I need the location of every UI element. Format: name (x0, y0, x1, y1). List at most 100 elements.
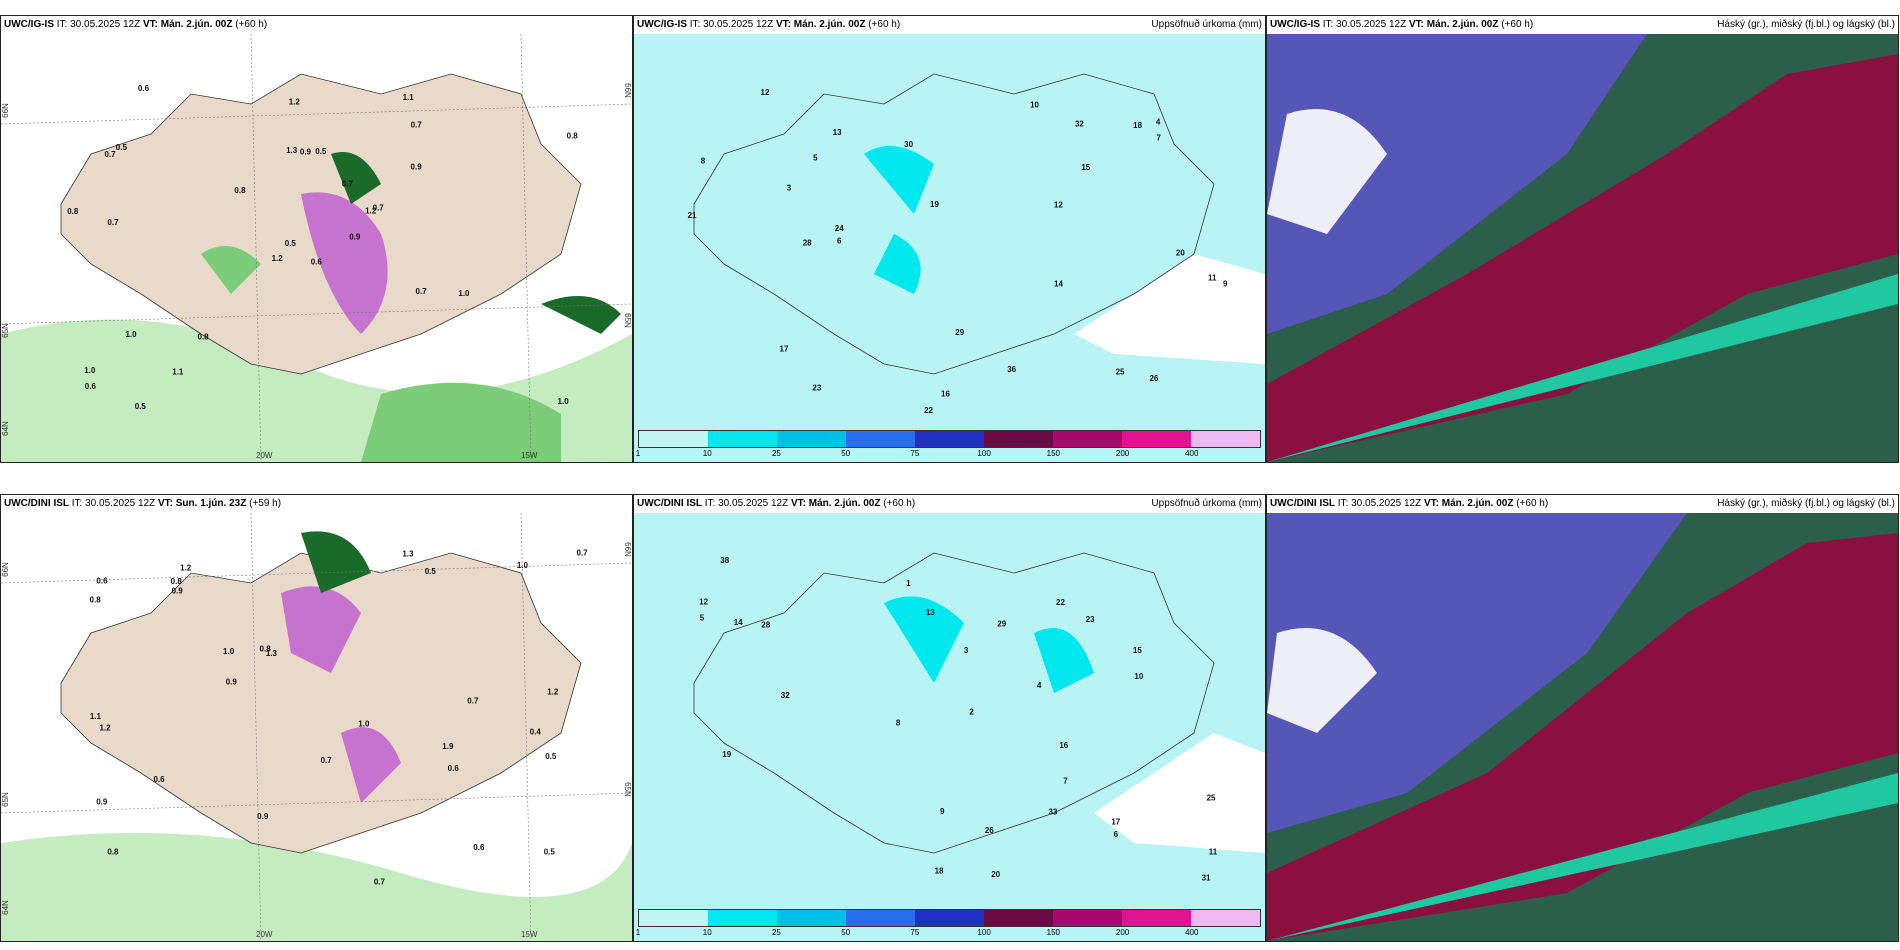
colorbar-swatches (638, 909, 1261, 927)
value-label: 9 (1223, 280, 1228, 289)
colorbar-segment (846, 910, 915, 926)
lat-label: 64N (0, 421, 10, 436)
value-label: 1 (906, 579, 911, 588)
value-label: 0.8 (260, 645, 272, 654)
value-label: 0.9 (226, 678, 238, 687)
value-label: 0.6 (153, 775, 165, 784)
colorbar-tick-label: 10 (702, 928, 712, 937)
value-label: 23 (1086, 615, 1095, 624)
colorbar-segment (1191, 910, 1260, 926)
panel-title: Háský (gr.), miðský (fj.bl.) og lágský (… (1717, 19, 1895, 30)
colorbar-tick-label: 400 (1185, 449, 1199, 458)
value-label: 19 (722, 750, 731, 759)
value-label: 0.7 (416, 287, 428, 296)
colorbar-tick-label: 150 (1046, 928, 1061, 937)
value-label: 23 (812, 384, 821, 393)
panel-header: UWC/DINI ISL IT: 30.05.2025 12Z VT: Sun.… (1, 495, 632, 513)
panel-ig-is-wind: UWC/IG-IS IT: 30.05.2025 12Z VT: Mán. 2.… (0, 15, 633, 463)
map-accumulated-precip: 8 5 12 16 18 22 14 6 4 9 11 13 15 17 21 23 24 30 26 36 25 20 1… (634, 34, 1265, 462)
value-label: 0.8 (197, 333, 209, 342)
panel-dini-precip: UWC/DINI ISL IT: 30.05.2025 12Z VT: Mán.… (633, 494, 1266, 942)
value-label: 1.0 (517, 561, 529, 570)
map-wind-precip: 0.6 0.7 0.5 1.0 1.2 0.8 1.1 0.5 0.7 0.9 0.6 1.0 0.7 0… (1, 34, 632, 462)
value-label: 0.8 (234, 186, 246, 195)
value-label: 18 (935, 867, 944, 876)
value-label: 13 (833, 128, 842, 137)
value-label: 0.9 (411, 162, 423, 171)
colorbar-segment (846, 431, 915, 447)
colorbar-segment (777, 910, 846, 926)
colorbar-segment (984, 431, 1053, 447)
value-label: 1.0 (358, 720, 370, 729)
value-label: 0.5 (135, 402, 147, 411)
panel-ig-is-clouds: UWC/IG-IS IT: 30.05.2025 12Z VT: Mán. 2.… (1266, 15, 1899, 463)
panel-header: UWC/IG-IS IT: 30.05.2025 12Z VT: Mán. 2.… (1267, 16, 1898, 34)
value-label: 18 (1133, 121, 1142, 130)
value-label: 1.3 (266, 649, 278, 658)
value-label: 10 (1134, 672, 1143, 681)
value-label: 24 (835, 224, 844, 233)
value-label: 1.3 (402, 549, 414, 558)
value-label: 22 (924, 406, 933, 415)
value-label: 14 (734, 618, 743, 627)
value-label: 0.7 (107, 218, 119, 227)
colorbar-tick-label: 25 (771, 449, 781, 458)
lat-label-right: 66N (623, 83, 633, 98)
value-label: 0.8 (567, 131, 579, 140)
value-label: 0.9 (172, 586, 184, 595)
value-label: 21 (688, 211, 697, 220)
value-label: 0.8 (67, 207, 79, 216)
value-label: 0.6 (96, 576, 108, 585)
panel-header: UWC/DINI ISL IT: 30.05.2025 12Z VT: Mán.… (634, 495, 1265, 513)
colorbar-tick-label: 1 (635, 928, 641, 937)
colorbar-tick-label: 50 (841, 928, 851, 937)
colorbar-segment (777, 431, 846, 447)
value-label: 5 (813, 153, 818, 162)
colorbar-segment (639, 431, 708, 447)
value-label: 1.9 (442, 742, 454, 751)
value-label: 14 (1054, 279, 1063, 288)
value-label: 2 (969, 708, 974, 717)
value-label: 26 (1149, 374, 1158, 383)
value-label: 22 (1056, 598, 1065, 607)
lat-label: 66N (0, 562, 10, 577)
value-label: 0.5 (315, 147, 327, 156)
lat-label: 64N (0, 900, 10, 915)
map-canvas-3 (1267, 34, 1898, 462)
value-label: 0.7 (467, 697, 479, 706)
value-label: 32 (1075, 119, 1084, 128)
value-label: 9 (940, 807, 945, 816)
colorbar-tick-label: 150 (1046, 449, 1061, 458)
value-label: 1.2 (180, 564, 192, 573)
map-canvas-6 (1267, 513, 1898, 941)
colorbar-swatches (638, 430, 1261, 448)
value-label: 28 (803, 239, 812, 248)
map-accumulated-precip: 3 6 12 15 18 13 20 22 32 19 17 29 16 14 11 23 25 33 26 7 5 9 4… (634, 513, 1265, 941)
value-label: 0.5 (544, 847, 556, 856)
colorbar-ticks: 1 10 25 50 75 100 150 200 400 (636, 448, 1261, 460)
colorbar-tick-label: 100 (977, 449, 991, 458)
colorbar-tick-label: 50 (841, 449, 851, 458)
panel-header: UWC/IG-IS IT: 30.05.2025 12Z VT: Mán. 2.… (634, 16, 1265, 34)
colorbar-segment (639, 910, 708, 926)
value-label: 1.1 (90, 712, 102, 721)
value-label: 11 (1208, 273, 1217, 282)
colorbar-segment (1191, 431, 1260, 447)
value-label: 19 (930, 200, 939, 209)
map-canvas-1: 0.60.70.51.01.20.81.10.50.70.90.61.00.70… (1, 34, 632, 462)
value-label: 20 (991, 870, 1000, 879)
value-label: 5 (700, 614, 705, 623)
map-cloud-cover (1267, 34, 1898, 462)
value-label: 0.6 (138, 84, 150, 93)
lon-label: 15W (521, 930, 538, 939)
value-label: 12 (1054, 200, 1063, 209)
value-label: 0.7 (373, 204, 385, 213)
value-label: 0.6 (85, 382, 97, 391)
value-label: 1.2 (289, 98, 301, 107)
value-label: 36 (1007, 365, 1016, 374)
colorbar-segment (1053, 910, 1122, 926)
map-canvas-4: 1.9 0.4 0.8 1.2 1.3 0.6 0.9 0.5 1.0 0.7 0.8 1.1 0.6 0… (1, 513, 632, 941)
value-label: 1.0 (125, 330, 137, 339)
value-label: 25 (1207, 793, 1216, 802)
